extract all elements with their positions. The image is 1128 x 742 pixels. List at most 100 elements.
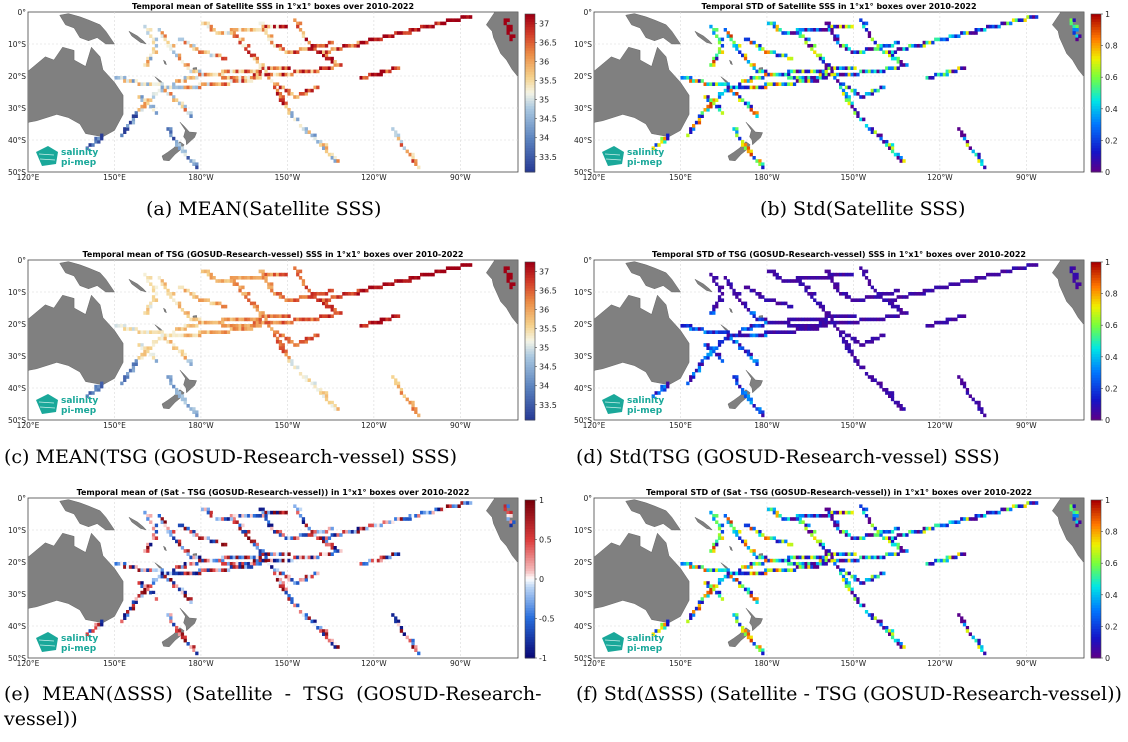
- lat-tick-label: 10°S: [574, 288, 592, 297]
- grid-box-cell: [324, 304, 329, 309]
- grid-box-cell: [391, 282, 395, 286]
- grid-box-cell: [746, 565, 751, 569]
- grid-box-cell: [319, 391, 323, 395]
- grid-box-cell: [666, 381, 670, 386]
- grid-box-cell: [229, 79, 234, 83]
- grid-box-cell: [270, 72, 274, 77]
- grid-box-cell: [175, 53, 179, 58]
- grid-box-cell: [175, 79, 179, 83]
- grid-box-cell: [273, 530, 277, 534]
- grid-box-cell: [726, 330, 730, 334]
- grid-box-cell: [270, 288, 274, 293]
- grid-box-cell: [310, 69, 314, 74]
- grid-box-cell: [844, 552, 849, 556]
- grid-box-cell: [310, 530, 314, 534]
- lon-tick-label: 150°E: [669, 659, 692, 666]
- grid-box-cell: [945, 523, 949, 528]
- grid-box-cell: [123, 130, 127, 134]
- grid-box-cell: [795, 562, 800, 566]
- grid-box-cell: [971, 517, 975, 521]
- grid-box-cell: [864, 124, 869, 128]
- grid-box-cell: [175, 388, 179, 392]
- grid-box-cell: [175, 565, 179, 569]
- grid-box-cell: [841, 568, 846, 572]
- grid-box-cell: [893, 152, 898, 157]
- grid-box-cell: [235, 317, 239, 322]
- grid-box-cell: [94, 140, 98, 144]
- grid-box-cell: [307, 40, 311, 45]
- grid-box-cell: [758, 407, 762, 411]
- grid-box-cell: [313, 292, 317, 296]
- grid-box-cell: [255, 317, 259, 322]
- grid-box-cell: [896, 288, 900, 293]
- grid-box-cell: [715, 282, 719, 286]
- grid-box-cell: [810, 79, 814, 83]
- grid-box-cell: [735, 619, 739, 624]
- grid-box-cell: [732, 333, 736, 338]
- grid-box-cell: [388, 69, 392, 74]
- grid-box-cell: [913, 44, 918, 48]
- grid-box-cell: [769, 536, 774, 540]
- grid-box-cell: [706, 98, 710, 102]
- grid-box-cell: [954, 282, 958, 286]
- grid-box-cell: [440, 507, 444, 512]
- grid-box-cell: [850, 336, 854, 341]
- grid-box-cell: [151, 295, 156, 299]
- grid-box-cell: [258, 558, 262, 563]
- grid-box-cell: [896, 152, 900, 157]
- grid-box-cell: [804, 327, 808, 331]
- grid-box-cell: [752, 562, 756, 566]
- grid-box-cell: [813, 555, 817, 560]
- grid-box-cell: [169, 571, 173, 576]
- grid-box-cell: [700, 114, 704, 118]
- grid-box-cell: [769, 82, 774, 86]
- grid-box-cell: [743, 565, 748, 569]
- grid-box-cell: [859, 504, 863, 508]
- grid-box-cell: [241, 555, 245, 560]
- grid-box-cell: [385, 69, 389, 74]
- grid-box-cell: [712, 346, 716, 350]
- grid-box-cell: [281, 571, 285, 576]
- grid-box-cell: [801, 28, 805, 32]
- grid-box-cell: [766, 298, 771, 302]
- grid-box-cell: [983, 514, 987, 518]
- grid-box-cell: [284, 72, 288, 77]
- grid-box-cell: [735, 133, 739, 138]
- grid-box-cell: [882, 69, 886, 74]
- grid-box-cell: [844, 558, 849, 563]
- grid-box-cell: [931, 288, 935, 293]
- grid-box-cell: [212, 53, 216, 58]
- grid-box-cell: [278, 98, 283, 102]
- grid-box-cell: [316, 536, 320, 540]
- grid-box-cell: [879, 292, 883, 296]
- grid-box-cell: [755, 407, 759, 411]
- grid-box-cell: [146, 330, 150, 334]
- grid-box-cell: [758, 76, 762, 80]
- grid-box-cell: [146, 60, 150, 64]
- grid-box-cell: [408, 279, 412, 283]
- grid-box-cell: [123, 375, 127, 379]
- grid-box-cell: [876, 533, 880, 537]
- grid-box-cell: [867, 520, 872, 524]
- grid-box-cell: [322, 298, 326, 302]
- grid-box-cell: [839, 72, 843, 77]
- grid-box-cell: [986, 272, 990, 277]
- grid-box-cell: [175, 85, 179, 90]
- grid-box-cell: [186, 311, 190, 315]
- grid-box-cell: [827, 28, 831, 32]
- grid-box-cell: [249, 28, 254, 32]
- grid-box-cell: [830, 276, 834, 280]
- grid-box-cell: [177, 37, 182, 42]
- grid-box-cell: [151, 298, 156, 302]
- grid-box-cell: [177, 523, 182, 528]
- caption-a: (a) MEAN(Satellite SSS): [146, 198, 382, 220]
- grid-box-cell: [738, 95, 742, 99]
- grid-box-cell: [775, 514, 779, 518]
- grid-box-cell: [131, 114, 136, 118]
- grid-box-cell: [183, 638, 187, 643]
- grid-box-cell: [330, 47, 334, 51]
- grid-box-cell: [333, 159, 337, 163]
- grid-box-cell: [319, 626, 323, 630]
- grid-box-cell: [697, 606, 702, 611]
- grid-box-cell: [218, 330, 222, 334]
